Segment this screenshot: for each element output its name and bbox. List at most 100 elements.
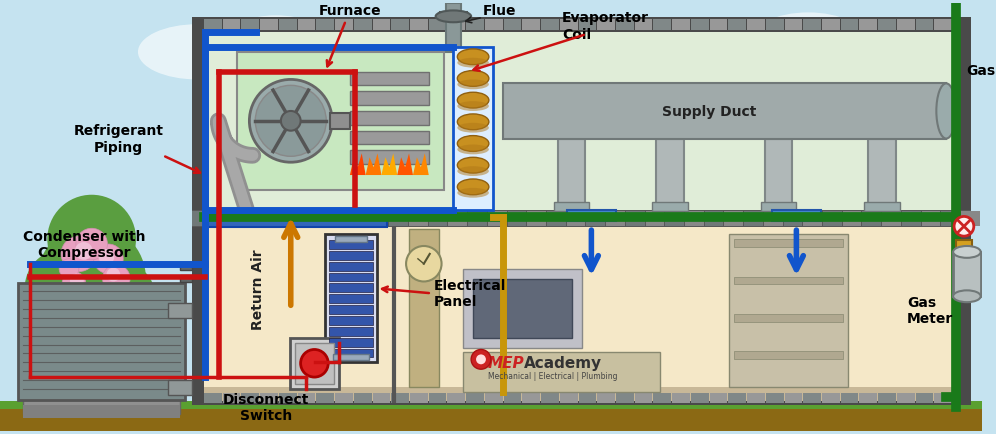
Ellipse shape xyxy=(457,80,489,90)
Bar xyxy=(860,393,877,403)
Bar xyxy=(466,393,484,403)
Bar xyxy=(485,20,503,31)
Bar xyxy=(956,240,972,250)
Bar xyxy=(445,3,461,53)
Bar xyxy=(869,139,896,210)
Bar xyxy=(579,20,597,31)
Bar xyxy=(330,284,373,293)
Bar xyxy=(527,211,546,227)
Bar xyxy=(567,210,616,222)
Bar xyxy=(335,20,353,31)
Bar xyxy=(241,393,259,403)
Bar xyxy=(901,211,920,227)
Bar xyxy=(652,202,688,212)
Bar xyxy=(447,393,465,403)
Circle shape xyxy=(38,225,145,333)
Bar xyxy=(18,284,185,400)
Text: Electrical
Panel: Electrical Panel xyxy=(433,279,506,309)
Bar xyxy=(373,20,390,31)
Bar xyxy=(237,53,443,191)
Ellipse shape xyxy=(457,136,489,152)
Bar xyxy=(330,338,373,347)
Ellipse shape xyxy=(660,23,818,102)
Bar xyxy=(180,262,192,270)
Text: Return Air: Return Air xyxy=(251,249,265,329)
Bar xyxy=(180,275,192,283)
Ellipse shape xyxy=(457,59,489,69)
Text: Academy: Academy xyxy=(524,355,603,370)
Bar xyxy=(772,210,821,222)
Bar xyxy=(761,202,797,212)
Text: Evaporator
Coil: Evaporator Coil xyxy=(562,11,648,42)
Bar xyxy=(260,20,278,31)
Bar xyxy=(841,20,859,31)
Bar xyxy=(665,211,684,227)
Bar xyxy=(728,393,746,403)
Bar xyxy=(541,20,559,31)
Bar xyxy=(508,211,526,227)
Bar xyxy=(271,211,290,227)
Text: Gas: Gas xyxy=(966,63,995,77)
Circle shape xyxy=(94,244,124,274)
Bar xyxy=(522,393,540,403)
Text: Supply Duct: Supply Duct xyxy=(662,105,757,118)
Bar xyxy=(428,211,447,227)
Text: Mechanical | Electrical | Plumbing: Mechanical | Electrical | Plumbing xyxy=(488,371,618,380)
Bar xyxy=(0,405,982,431)
Ellipse shape xyxy=(457,124,489,133)
Bar xyxy=(295,343,334,384)
Bar xyxy=(554,202,590,212)
Bar xyxy=(959,18,971,405)
Ellipse shape xyxy=(435,11,471,23)
Bar xyxy=(167,380,192,395)
Bar xyxy=(192,18,204,405)
Bar xyxy=(656,139,684,210)
Bar xyxy=(23,405,180,418)
Bar xyxy=(330,262,373,271)
Bar xyxy=(547,211,566,227)
Bar xyxy=(729,235,848,387)
Bar xyxy=(587,211,606,227)
Bar xyxy=(897,20,914,31)
Ellipse shape xyxy=(457,71,489,87)
Bar xyxy=(915,20,933,31)
Bar xyxy=(672,393,690,403)
Circle shape xyxy=(76,229,108,260)
Circle shape xyxy=(954,217,974,237)
Bar xyxy=(192,18,971,33)
Bar xyxy=(428,20,446,31)
Bar xyxy=(822,20,840,31)
Text: Flue: Flue xyxy=(483,4,517,18)
Bar xyxy=(865,202,899,212)
Bar xyxy=(504,393,521,403)
Bar xyxy=(251,211,270,227)
Bar xyxy=(410,20,427,31)
Bar xyxy=(843,211,862,227)
Ellipse shape xyxy=(936,84,956,139)
Bar xyxy=(766,20,784,31)
Bar xyxy=(744,211,763,227)
Circle shape xyxy=(107,268,121,282)
Bar xyxy=(616,393,633,403)
Circle shape xyxy=(61,237,97,272)
Bar xyxy=(291,211,310,227)
Circle shape xyxy=(301,350,329,377)
Polygon shape xyxy=(366,154,381,176)
Bar xyxy=(0,401,982,409)
Bar xyxy=(204,210,959,393)
Bar xyxy=(350,211,369,227)
Bar xyxy=(298,393,316,403)
Circle shape xyxy=(62,272,86,296)
Bar xyxy=(953,252,981,296)
Bar xyxy=(607,211,624,227)
Bar xyxy=(223,20,240,31)
Bar xyxy=(463,353,660,392)
Bar xyxy=(350,92,428,106)
Circle shape xyxy=(59,259,79,279)
Bar xyxy=(823,211,842,227)
Ellipse shape xyxy=(457,158,489,174)
Polygon shape xyxy=(350,154,366,176)
Text: Condenser with
Compressor: Condenser with Compressor xyxy=(23,230,145,260)
Bar xyxy=(391,20,409,31)
Circle shape xyxy=(48,195,136,284)
